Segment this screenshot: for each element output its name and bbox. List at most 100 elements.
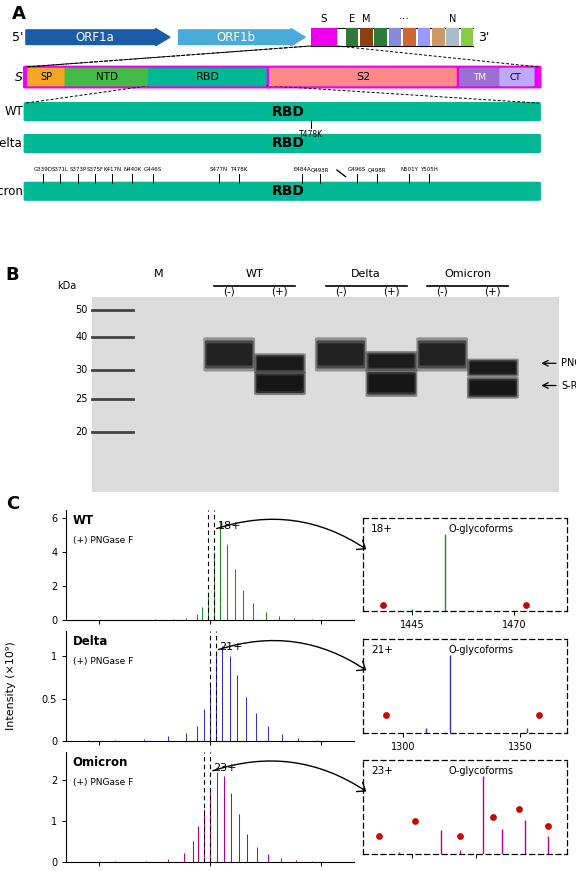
Text: O-glycoforms: O-glycoforms bbox=[449, 523, 514, 534]
FancyBboxPatch shape bbox=[257, 356, 303, 370]
Text: 23+: 23+ bbox=[371, 766, 393, 776]
FancyBboxPatch shape bbox=[203, 337, 255, 372]
Bar bbox=[446, 29, 459, 46]
FancyBboxPatch shape bbox=[148, 68, 267, 86]
FancyArrow shape bbox=[179, 29, 305, 46]
Text: (+) PNGase F: (+) PNGase F bbox=[73, 778, 133, 787]
Text: RBD: RBD bbox=[271, 137, 305, 151]
Text: Intensity (×10⁹): Intensity (×10⁹) bbox=[6, 642, 16, 730]
Text: Omicron: Omicron bbox=[0, 185, 23, 198]
FancyBboxPatch shape bbox=[467, 359, 518, 377]
Text: 20: 20 bbox=[75, 427, 88, 437]
FancyBboxPatch shape bbox=[367, 353, 416, 369]
Text: 21+: 21+ bbox=[219, 642, 242, 652]
Text: S2: S2 bbox=[356, 72, 370, 82]
FancyBboxPatch shape bbox=[499, 68, 535, 86]
Text: K417N: K417N bbox=[103, 167, 122, 172]
Text: 30: 30 bbox=[75, 365, 88, 375]
Text: Delta: Delta bbox=[0, 137, 23, 150]
Text: S: S bbox=[320, 14, 327, 24]
FancyBboxPatch shape bbox=[254, 354, 306, 374]
Text: 40: 40 bbox=[75, 332, 88, 341]
FancyBboxPatch shape bbox=[467, 377, 518, 399]
Text: T478K: T478K bbox=[230, 167, 248, 172]
Text: A: A bbox=[12, 5, 25, 24]
FancyBboxPatch shape bbox=[316, 341, 365, 368]
Text: Omicron: Omicron bbox=[73, 756, 128, 769]
Text: WT: WT bbox=[73, 514, 94, 527]
Text: 5': 5' bbox=[12, 30, 23, 44]
Bar bbox=[461, 29, 473, 46]
Text: S375F: S375F bbox=[86, 167, 104, 172]
FancyBboxPatch shape bbox=[206, 343, 252, 366]
FancyBboxPatch shape bbox=[470, 361, 516, 374]
FancyBboxPatch shape bbox=[254, 372, 306, 395]
Text: RBD: RBD bbox=[271, 105, 305, 118]
Text: ···: ··· bbox=[399, 14, 409, 24]
FancyBboxPatch shape bbox=[367, 372, 416, 395]
Text: B: B bbox=[6, 266, 20, 284]
Text: (+) PNGase F: (+) PNGase F bbox=[73, 536, 133, 545]
Text: Delta: Delta bbox=[351, 268, 381, 279]
Text: Q498R: Q498R bbox=[368, 167, 386, 172]
Text: S373P: S373P bbox=[69, 167, 86, 172]
FancyBboxPatch shape bbox=[369, 375, 414, 392]
Bar bbox=[311, 29, 337, 46]
Text: ORF1b: ORF1b bbox=[217, 30, 256, 44]
Text: 18+: 18+ bbox=[217, 521, 241, 530]
Text: G496S: G496S bbox=[348, 167, 366, 172]
Text: G446S: G446S bbox=[143, 167, 162, 172]
Text: N440K: N440K bbox=[123, 167, 142, 172]
Text: PNGase F: PNGase F bbox=[561, 358, 576, 368]
FancyBboxPatch shape bbox=[256, 374, 304, 393]
Text: T478K: T478K bbox=[299, 130, 323, 139]
Text: (+): (+) bbox=[272, 287, 288, 296]
FancyBboxPatch shape bbox=[470, 381, 516, 395]
Text: TM: TM bbox=[473, 72, 486, 82]
FancyBboxPatch shape bbox=[65, 68, 149, 86]
FancyBboxPatch shape bbox=[92, 297, 559, 492]
Bar bbox=[403, 29, 416, 46]
Text: (-): (-) bbox=[436, 287, 448, 296]
Bar bbox=[360, 29, 373, 46]
Text: RBD: RBD bbox=[271, 185, 305, 199]
Text: N501Y: N501Y bbox=[400, 167, 418, 172]
Text: SP: SP bbox=[40, 72, 52, 82]
Text: Delta: Delta bbox=[73, 635, 108, 648]
FancyBboxPatch shape bbox=[27, 68, 65, 86]
Text: M: M bbox=[153, 268, 163, 279]
FancyBboxPatch shape bbox=[418, 341, 467, 368]
Text: S: S bbox=[15, 71, 23, 84]
FancyBboxPatch shape bbox=[205, 341, 253, 368]
FancyBboxPatch shape bbox=[468, 360, 517, 375]
Text: N: N bbox=[449, 14, 456, 24]
Bar bbox=[346, 29, 358, 46]
Bar bbox=[389, 29, 401, 46]
Text: CT: CT bbox=[510, 72, 521, 82]
Text: (+): (+) bbox=[383, 287, 400, 296]
Bar bbox=[432, 29, 445, 46]
FancyBboxPatch shape bbox=[257, 375, 303, 391]
Text: 23+: 23+ bbox=[214, 763, 237, 773]
Text: NTD: NTD bbox=[96, 72, 118, 82]
Bar bbox=[418, 29, 430, 46]
Text: O-glycoforms: O-glycoforms bbox=[449, 766, 514, 776]
Text: ORF1a: ORF1a bbox=[75, 30, 115, 44]
FancyBboxPatch shape bbox=[256, 355, 304, 372]
Text: Y505H: Y505H bbox=[420, 167, 438, 172]
FancyBboxPatch shape bbox=[419, 343, 465, 366]
Text: (-): (-) bbox=[223, 287, 235, 296]
Text: (+) PNGase F: (+) PNGase F bbox=[73, 657, 133, 666]
Text: S371L: S371L bbox=[52, 167, 69, 172]
Text: (+): (+) bbox=[484, 287, 501, 296]
Text: M: M bbox=[362, 14, 370, 24]
FancyBboxPatch shape bbox=[24, 134, 541, 153]
Text: O-glycoforms: O-glycoforms bbox=[449, 645, 514, 655]
Text: WT: WT bbox=[4, 105, 23, 118]
Text: RBD: RBD bbox=[195, 72, 219, 82]
Text: 25: 25 bbox=[75, 394, 88, 404]
FancyBboxPatch shape bbox=[315, 337, 366, 372]
FancyBboxPatch shape bbox=[318, 343, 363, 366]
FancyBboxPatch shape bbox=[24, 102, 541, 121]
Text: 3': 3' bbox=[478, 30, 490, 44]
